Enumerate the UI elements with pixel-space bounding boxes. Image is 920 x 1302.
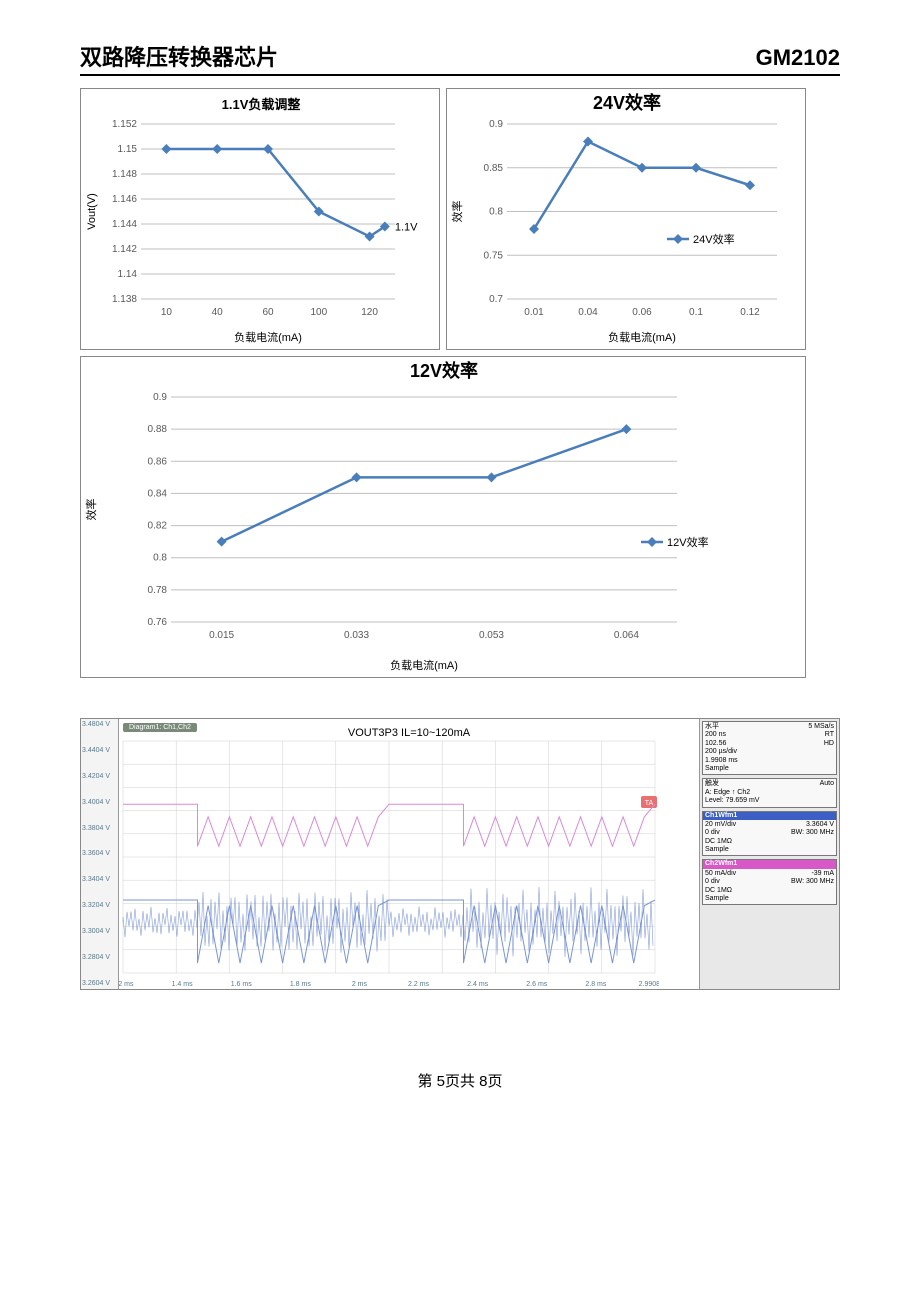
svg-text:0.8: 0.8 (489, 207, 503, 218)
svg-text:0.9: 0.9 (489, 119, 503, 130)
svg-text:0.85: 0.85 (484, 163, 504, 174)
svg-text:Vout(V): Vout(V) (86, 193, 98, 230)
svg-text:1.1V: 1.1V (395, 222, 418, 234)
svg-text:0.053: 0.053 (479, 630, 504, 641)
part-number: GM2102 (756, 45, 840, 71)
svg-text:0.78: 0.78 (148, 585, 168, 596)
svg-text:100: 100 (310, 307, 327, 318)
oscope-ytick: 3.3404 V (82, 876, 117, 883)
svg-text:0.88: 0.88 (148, 424, 168, 435)
svg-text:10: 10 (161, 307, 173, 318)
svg-text:负载电流(mA): 负载电流(mA) (234, 330, 302, 344)
svg-text:负载电流(mA): 负载电流(mA) (390, 658, 458, 672)
svg-text:1.1V负载调整: 1.1V负载调整 (222, 97, 302, 112)
svg-text:1.138: 1.138 (112, 294, 137, 305)
svg-text:1.142: 1.142 (112, 244, 137, 255)
svg-text:2.8 ms: 2.8 ms (585, 981, 607, 988)
svg-text:0.01: 0.01 (524, 307, 544, 318)
oscope-tab-bar: Diagram1: Ch1,Ch2 (121, 721, 199, 734)
svg-text:0.015: 0.015 (209, 630, 234, 641)
oscope-ytick: 3.4804 V (82, 721, 117, 728)
svg-text:0.04: 0.04 (578, 307, 598, 318)
oscope-info-panel: 水平200 ns102.56200 µs/div1.9908 msSample5… (699, 719, 839, 989)
doc-title: 双路降压转换器芯片 (80, 40, 278, 72)
svg-text:1.8 ms: 1.8 ms (290, 981, 312, 988)
svg-text:效率: 效率 (450, 201, 464, 223)
oscope-plot-area: Diagram1: Ch1,Ch2 VOUT3P3 IL=10~120mA 1.… (119, 719, 699, 989)
chart-12v-eff: 12V效率 0.76 0.78 0.8 0.82 0.84 0.86 0.88 0.9 0.015… (80, 356, 806, 678)
oscope-ytick: 3.4204 V (82, 773, 117, 780)
svg-text:1.152: 1.152 (112, 119, 137, 130)
chart3-svg: 12V效率 0.76 0.78 0.8 0.82 0.84 0.86 0.88 0.9 0.015… (81, 357, 807, 677)
oscope-label: VOUT3P3 IL=10~120mA (348, 727, 470, 739)
charts-row-top: 1.1V负载调整 1.138 1.14 1.142 1.144 1.146 1.148 1.1… (80, 88, 840, 350)
svg-text:0.06: 0.06 (632, 307, 652, 318)
page-number: 第 5页共 8页 (417, 1073, 502, 1090)
svg-text:0.7: 0.7 (489, 294, 503, 305)
oscope-ytick: 3.4004 V (82, 799, 117, 806)
oscope-ytick: 3.3804 V (82, 825, 117, 832)
svg-text:1.144: 1.144 (112, 219, 137, 230)
oscope-info-box: Ch2Wfm150 mA/div0 divDC 1MΩSample-39 mAB… (702, 859, 837, 905)
oscope-ytick: 3.3204 V (82, 902, 117, 909)
svg-text:0.12: 0.12 (740, 307, 760, 318)
svg-text:1.15: 1.15 (118, 144, 138, 155)
chart-24v-eff: 24V效率 0.7 0.75 0.8 0.85 0.9 0.01 0.04 0.06 0.1 0.1… (446, 88, 806, 350)
chart2-svg: 24V效率 0.7 0.75 0.8 0.85 0.9 0.01 0.04 0.06 0.1 0.1… (447, 89, 807, 349)
svg-text:2.4 ms: 2.4 ms (467, 981, 489, 988)
svg-text:1.14: 1.14 (118, 269, 138, 280)
svg-text:2.2 ms: 2.2 ms (408, 981, 430, 988)
svg-text:12V效率: 12V效率 (410, 360, 478, 381)
svg-text:1.146: 1.146 (112, 194, 137, 205)
svg-text:60: 60 (262, 307, 274, 318)
svg-text:0.8: 0.8 (153, 553, 167, 564)
svg-text:1.2 ms: 1.2 ms (119, 981, 134, 988)
page-header: 双路降压转换器芯片 GM2102 (80, 40, 840, 76)
oscope-ytick: 3.3604 V (82, 850, 117, 857)
svg-text:40: 40 (212, 307, 224, 318)
oscope-ytick: 3.3004 V (82, 928, 117, 935)
oscope-ytick: 3.2804 V (82, 954, 117, 961)
svg-text:0.1: 0.1 (689, 307, 703, 318)
svg-text:0.9: 0.9 (153, 392, 167, 403)
oscope-info-box: 触发A: Edge ↑ Ch2Level: 79.659 mVAuto (702, 778, 837, 807)
oscope-y-axis: 3.4804 V 3.4404 V 3.4204 V 3.4004 V 3.3804 V… (81, 719, 119, 989)
svg-text:0.86: 0.86 (148, 456, 168, 467)
oscope-info-box: Ch1Wfm120 mV/div0 divDC 1MΩSample3.3604 … (702, 811, 837, 857)
svg-text:2.6 ms: 2.6 ms (526, 981, 548, 988)
oscilloscope-capture: 3.4804 V 3.4404 V 3.4204 V 3.4004 V 3.3804 V… (80, 718, 840, 990)
svg-text:TA: TA (645, 800, 654, 807)
oscope-ytick: 3.4404 V (82, 747, 117, 754)
svg-text:0.064: 0.064 (614, 630, 639, 641)
svg-text:120: 120 (361, 307, 378, 318)
svg-text:12V效率: 12V效率 (667, 535, 709, 549)
oscope-info-box: 水平200 ns102.56200 µs/div1.9908 msSample5… (702, 721, 837, 775)
oscope-svg: 1.2 ms 1.4 ms 1.6 ms 1.8 ms 2 ms 2.2 ms 2.4 ms… (119, 719, 659, 989)
svg-text:负载电流(mA): 负载电流(mA) (608, 330, 676, 344)
svg-text:24V效率: 24V效率 (593, 92, 661, 113)
chart1-svg: 1.1V负载调整 1.138 1.14 1.142 1.144 1.146 1.148 1.1… (81, 89, 441, 349)
chart-1p1v-load: 1.1V负载调整 1.138 1.14 1.142 1.144 1.146 1.148 1.1… (80, 88, 440, 350)
svg-text:0.75: 0.75 (484, 250, 504, 261)
oscope-ch-header: Ch1Wfm1 (703, 812, 836, 820)
svg-text:0.82: 0.82 (148, 521, 168, 532)
svg-text:1.6 ms: 1.6 ms (231, 981, 253, 988)
oscope-ytick: 3.2604 V (82, 980, 117, 987)
oscope-ch-header: Ch2Wfm1 (703, 860, 836, 868)
svg-text:2.9908 ms: 2.9908 ms (639, 981, 659, 988)
svg-text:1.148: 1.148 (112, 169, 137, 180)
oscope-tab: Diagram1: Ch1,Ch2 (123, 723, 197, 732)
page-footer: 第 5页共 8页 (80, 1070, 840, 1091)
svg-text:效率: 效率 (84, 499, 98, 521)
svg-text:2 ms: 2 ms (352, 981, 368, 988)
svg-text:0.033: 0.033 (344, 630, 369, 641)
svg-text:24V效率: 24V效率 (693, 232, 735, 246)
svg-text:0.84: 0.84 (148, 488, 168, 499)
svg-text:0.76: 0.76 (148, 617, 168, 628)
svg-text:1.4 ms: 1.4 ms (172, 981, 194, 988)
